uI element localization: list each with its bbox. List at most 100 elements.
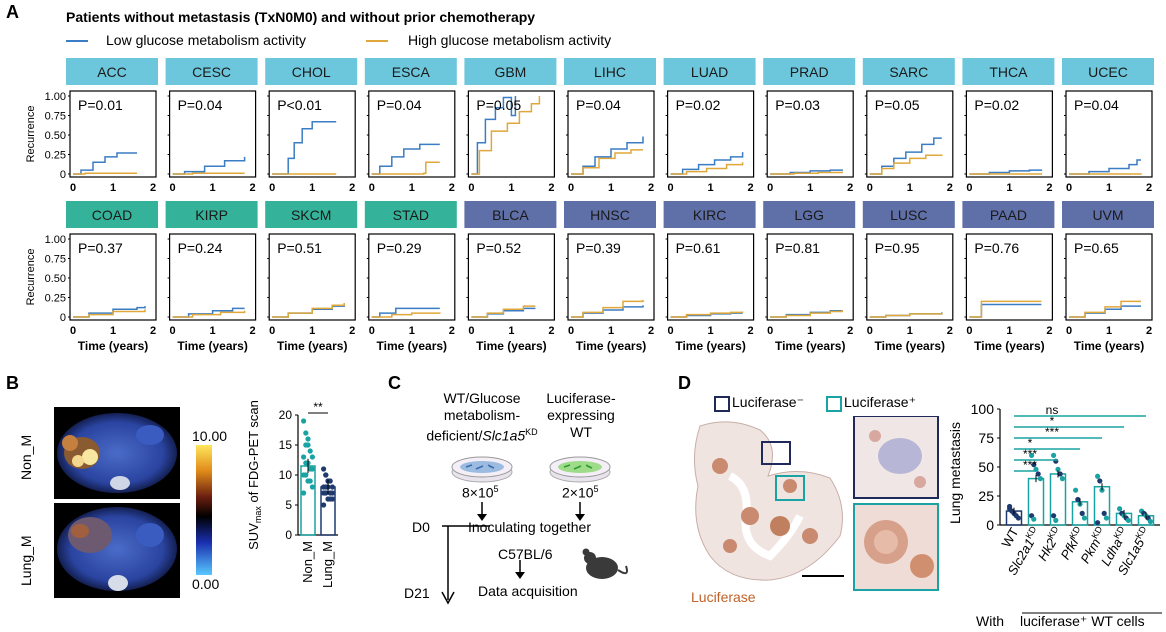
cancer-label-lusc: LUSC xyxy=(890,207,927,223)
count1-base: 8×10 xyxy=(462,484,494,501)
data-point xyxy=(301,454,307,460)
legend-pos-box xyxy=(826,396,842,412)
data-point xyxy=(1099,487,1105,493)
low-activity-curve xyxy=(272,120,337,175)
cancer-header-cesc xyxy=(165,58,258,85)
xtick-label: 0 xyxy=(70,182,76,194)
mouse-strain: C57BL/6 xyxy=(498,546,553,562)
ytick-label: 0.25 xyxy=(45,293,66,305)
xtick-label: 0 xyxy=(269,182,275,194)
cancer-label-blca: BLCA xyxy=(492,207,529,223)
xtick-label: 1 xyxy=(1106,182,1112,194)
y-axis-label: Lung metastasis xyxy=(947,422,963,524)
xtick-label: 0 xyxy=(767,182,773,194)
xtick-label: 0 xyxy=(966,182,972,194)
pvalue-label: P=0.04 xyxy=(576,97,621,113)
group2-label: Luciferase- expressing WT xyxy=(536,390,626,441)
significance-mark: * xyxy=(1028,436,1033,450)
high-activity-curve xyxy=(969,173,1043,175)
xtick-label: 0 xyxy=(867,325,873,337)
mouse-icon xyxy=(582,548,628,579)
data-point xyxy=(1117,506,1123,512)
xtick-label: 2 xyxy=(748,182,754,194)
km-plot-frame xyxy=(666,90,755,178)
xtick-label: 1 xyxy=(309,182,315,194)
pvalue-label: P=0.02 xyxy=(974,97,1019,113)
data-point xyxy=(301,490,307,496)
high-activity-curve xyxy=(770,309,843,318)
xtick-label: 0 xyxy=(966,325,972,337)
data-point xyxy=(329,490,335,496)
xtick-label: 0 xyxy=(369,182,375,194)
data-point xyxy=(301,418,307,424)
high-activity-curve xyxy=(571,149,643,175)
xaxis-label: Time (years) xyxy=(775,339,845,353)
xtick-label: 2 xyxy=(648,325,654,337)
xtick-label: 1 xyxy=(807,182,813,194)
group2-line2: expressing xyxy=(547,407,615,423)
group1-sup: KD xyxy=(525,427,538,437)
pvalue-label: P=0.04 xyxy=(377,97,422,113)
data-point xyxy=(1079,510,1085,516)
cancer-header-ucec xyxy=(1062,58,1154,85)
high-activity-curve xyxy=(371,161,440,175)
panel-a-title: Patients without metastasis (TxN0M0) and… xyxy=(66,9,536,25)
ytick-label: 0 xyxy=(60,312,66,324)
significance-mark: ** xyxy=(313,400,323,414)
cancer-label-prad: PRAD xyxy=(790,64,829,80)
xtick-label: 2 xyxy=(449,182,455,194)
cancer-header-coad xyxy=(66,201,158,228)
panel-b-graphics xyxy=(54,407,212,598)
cancer-label-chol: CHOL xyxy=(292,64,331,80)
xaxis-label: Time (years) xyxy=(476,339,546,353)
xtick-label: 2 xyxy=(847,325,853,337)
row-label-lung-m: Lung_M xyxy=(18,535,34,586)
cancer-label-esca: ESCA xyxy=(392,64,431,80)
group1-line2: metabolism- xyxy=(443,407,521,423)
low-activity-curve xyxy=(73,152,137,175)
data-point xyxy=(1081,515,1087,521)
ytick-label: 25 xyxy=(978,488,994,504)
count2-base: 2×10 xyxy=(562,484,594,501)
xtick-label: 1 xyxy=(210,182,216,194)
xtick-label: 2 xyxy=(349,182,355,194)
pvalue-label: P=0.39 xyxy=(576,240,621,256)
high-activity-curve xyxy=(272,302,345,318)
data-point xyxy=(329,484,335,490)
pvalue-label: P=0.29 xyxy=(377,240,422,256)
pvalue-label: P=0.04 xyxy=(1074,97,1119,113)
group1-line3: deficient/ xyxy=(426,427,483,444)
km-plot-frame xyxy=(368,233,456,321)
cancer-label-luad: LUAD xyxy=(691,64,728,80)
ytick-label: 0.50 xyxy=(45,130,66,142)
data-point xyxy=(1095,473,1101,479)
legend-high-label: High glucose metabolism activity xyxy=(408,32,612,48)
low-activity-curve xyxy=(869,137,942,175)
xaxis-label: Time (years) xyxy=(277,339,347,353)
cancer-label-kirp: KIRP xyxy=(195,207,228,223)
pvalue-label: P=0.02 xyxy=(676,97,721,113)
ytick-label: 0.75 xyxy=(45,111,66,123)
xtick-label: 0 xyxy=(269,325,275,337)
cancer-header-esca xyxy=(364,58,457,85)
timeline-d21: D21 xyxy=(404,585,430,601)
xtick-label: 0 xyxy=(170,325,176,337)
y-axis-label: SUVmax of FDG-PET scan xyxy=(246,400,263,550)
legend-high-line xyxy=(366,40,388,42)
xtick-label: 2 xyxy=(648,182,654,194)
cancer-label-lihc: LIHC xyxy=(594,64,626,80)
xtick-label: 0 xyxy=(468,325,474,337)
xtick-label: 2 xyxy=(1046,325,1052,337)
ytick-label: 15 xyxy=(279,438,293,452)
xtick-label: 2 xyxy=(1146,182,1152,194)
cancer-header-stad xyxy=(364,201,457,228)
pvalue-label: P=0.52 xyxy=(476,240,521,256)
pvalue-label: P=0.51 xyxy=(277,240,322,256)
x-group-label: With luciferase⁺ WT cells xyxy=(976,613,1145,629)
cancer-header-luad xyxy=(663,58,756,85)
panel-c-graphics xyxy=(441,456,628,605)
timeline-d0: D0 xyxy=(412,519,430,535)
xtick-label: 2 xyxy=(150,182,156,194)
